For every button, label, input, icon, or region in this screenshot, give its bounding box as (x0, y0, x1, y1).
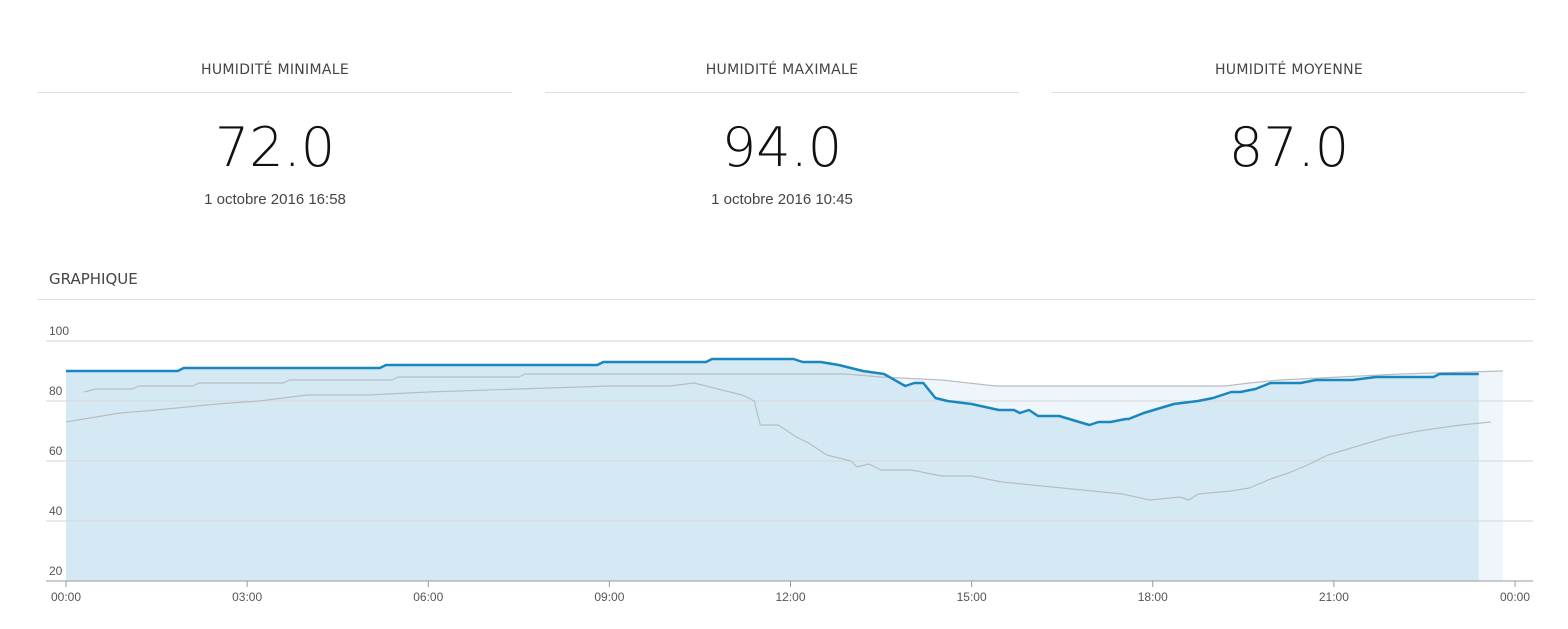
stat-title: HUMIDITÉ MINIMALE (201, 62, 349, 78)
x-tick-label: 18:00 (1138, 590, 1168, 604)
divider (545, 92, 1019, 93)
section-title: GRAPHIQUE (49, 270, 138, 288)
line (66, 357, 1479, 427)
line (83, 370, 1503, 393)
y-tick-label: 20 (49, 564, 63, 578)
y-tick-label: 100 (49, 324, 69, 338)
stat-value: 72.0 (214, 116, 336, 179)
divider (38, 299, 1535, 300)
stat-title: HUMIDITÉ MOYENNE (1214, 62, 1364, 78)
x-tick-label: 21:00 (1319, 590, 1349, 604)
stat-title: HUMIDITÉ MAXIMALE (705, 62, 859, 78)
y-tick-label: 60 (49, 444, 63, 458)
x-tick-label: 09:00 (594, 590, 624, 604)
y-tick-label: 80 (49, 384, 63, 398)
area (66, 359, 1479, 581)
stat-date: 1 octobre 2016 16:58 (204, 191, 346, 208)
divider (38, 92, 512, 93)
stat-value: 87.0 (1228, 116, 1350, 179)
divider (1052, 92, 1526, 93)
stat-value: 94.0 (721, 116, 843, 179)
stat-date: 1 octobre 2016 10:45 (711, 191, 853, 208)
x-tick-label: 00:00 (51, 590, 81, 604)
x-tick-label: 06:00 (413, 590, 443, 604)
line (65, 382, 1491, 501)
y-tick-label: 40 (49, 504, 63, 518)
x-tick-label: 12:00 (775, 590, 805, 604)
x-tick-label: 15:00 (957, 590, 987, 604)
x-tick-label: 00:00 (1500, 590, 1530, 604)
x-tick-label: 03:00 (232, 590, 262, 604)
